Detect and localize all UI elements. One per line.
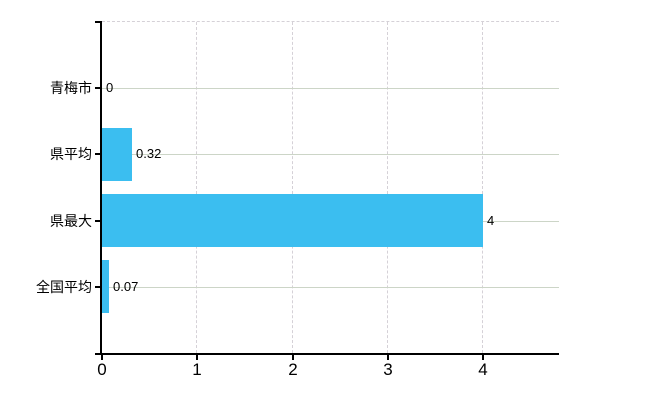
vertical-gridline [482, 22, 483, 353]
x-axis-tick [387, 355, 389, 360]
x-axis-tick [482, 355, 484, 360]
horizontal-gridline [102, 154, 559, 155]
x-tick-label: 1 [192, 360, 202, 379]
value-label: 0.07 [113, 279, 139, 294]
value-label: 0 [106, 80, 114, 95]
vertical-gridline [291, 22, 293, 353]
y-axis-tick [95, 286, 102, 288]
x-axis [95, 353, 559, 355]
bar [102, 128, 132, 181]
vertical-gridline [386, 22, 388, 353]
y-axis-tick [95, 21, 102, 23]
plot-top-border [102, 21, 559, 22]
x-axis-tick [101, 355, 103, 360]
value-label: 0.32 [136, 146, 162, 161]
bar [102, 260, 109, 313]
y-axis [100, 21, 102, 355]
x-tick-label: 0 [97, 360, 107, 379]
vertical-gridline [196, 22, 198, 353]
x-tick-label: 2 [288, 360, 298, 379]
x-tick-label: 4 [478, 360, 488, 379]
x-axis-tick [196, 355, 198, 360]
y-axis-tick [95, 87, 102, 89]
y-axis-tick [95, 153, 102, 155]
category-label: 青梅市 [50, 80, 92, 96]
category-label: 県最大 [50, 213, 92, 229]
horizontal-gridline [102, 88, 559, 89]
category-label: 県平均 [50, 146, 92, 162]
y-axis-tick [95, 220, 102, 222]
x-axis-tick [292, 355, 294, 360]
value-label: 4 [487, 213, 495, 228]
horizontal-gridline [102, 287, 559, 288]
category-label: 全国平均 [36, 279, 92, 295]
x-tick-label: 3 [383, 360, 393, 379]
bar [102, 194, 483, 247]
